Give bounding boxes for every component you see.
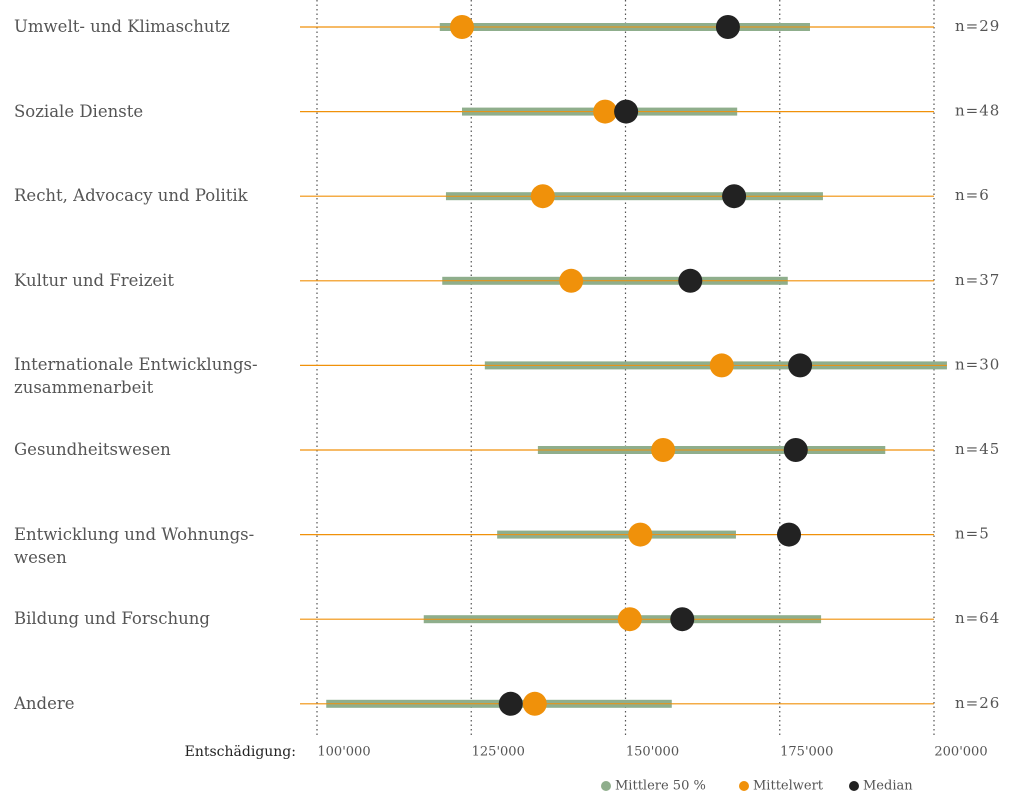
n-label: n=45 (955, 440, 1000, 458)
mean-dot (559, 268, 584, 293)
n-label: n=29 (955, 17, 1000, 35)
legend-swatch (849, 781, 859, 791)
legend-swatch (739, 781, 749, 791)
x-tick-label: 100'000 (317, 745, 370, 760)
legend-label: Median (863, 779, 913, 794)
category-label: Andere (14, 693, 75, 713)
median-dot (788, 353, 813, 378)
median-dot (722, 184, 747, 209)
legend-label: Mittelwert (753, 779, 824, 794)
category-label: Internationale Entwicklungs- zusammenarb… (14, 355, 258, 398)
n-label: n=64 (955, 609, 1000, 627)
category-label: Kultur und Freizeit (14, 270, 175, 290)
median-dot (715, 15, 740, 39)
x-axis-label: Entschädigung: (185, 744, 296, 760)
x-tick-label: 125'000 (472, 745, 525, 760)
mean-dot (530, 184, 555, 209)
mean-dot (651, 438, 676, 462)
n-label: n=48 (955, 102, 1000, 120)
category-label: Gesundheitswesen (14, 440, 171, 459)
n-label: n=37 (955, 271, 1000, 289)
median-dot (670, 607, 695, 632)
median-dot (498, 691, 523, 716)
legend-swatch (601, 781, 611, 791)
mean-dot (449, 15, 474, 39)
median-dot (678, 268, 703, 293)
x-tick-label: 175'000 (780, 745, 833, 760)
mean-dot (593, 99, 618, 124)
n-label: n=5 (955, 525, 990, 543)
n-label: n=6 (955, 186, 990, 204)
mean-dot (709, 353, 734, 378)
mean-dot (628, 522, 653, 547)
x-tick-label: 150'000 (626, 745, 679, 760)
category-label: Bildung und Forschung (14, 609, 210, 629)
category-label: Entwicklung und Wohnungs- wesen (14, 524, 255, 567)
n-label: n=26 (955, 694, 1000, 712)
median-dot (614, 99, 639, 124)
category-label: Umwelt- und Klimaschutz (14, 17, 230, 36)
median-dot (783, 438, 808, 462)
n-label: n=30 (955, 355, 1000, 373)
category-label: Soziale Dienste (14, 101, 144, 121)
median-dot (777, 522, 802, 547)
mean-dot (617, 607, 642, 632)
category-label: Recht, Advocacy und Politik (14, 186, 248, 206)
x-tick-label: 200'000 (934, 745, 987, 760)
mean-dot (522, 691, 547, 716)
legend-label: Mittlere 50 % (615, 779, 706, 794)
